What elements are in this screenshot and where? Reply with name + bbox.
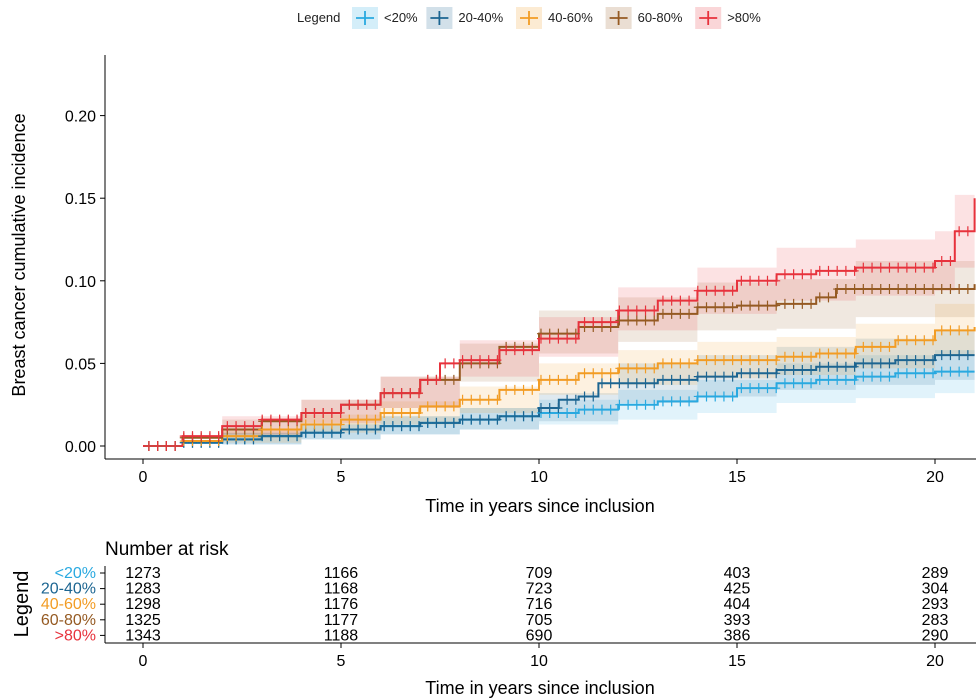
legend-plus-icon <box>699 11 718 25</box>
risk-cell: 1177 <box>324 612 359 629</box>
risk-cell: 404 <box>724 596 751 613</box>
risk-row: >80% 1343 1188 690 386 290 <box>55 627 949 644</box>
risk-row-label: 40-60% <box>41 596 96 613</box>
x-axis-title: Time in years since inclusion <box>425 496 654 516</box>
risk-row-label: <20% <box>55 565 96 582</box>
legend-label: 60-80% <box>638 10 683 25</box>
risk-row-label: 20-40% <box>41 581 96 598</box>
risk-row: <20% 1273 1166 709 403 289 <box>55 565 949 582</box>
legend-plus-icon <box>430 11 449 25</box>
risk-x-tick-label: 10 <box>530 653 548 670</box>
x-tick-label: 5 <box>337 469 346 486</box>
y-tick-label: 0.10 <box>65 274 96 291</box>
risk-cell: 293 <box>922 596 949 613</box>
y-tick-label: 0.00 <box>65 439 96 456</box>
legend-plus-icon <box>609 11 628 25</box>
risk-cell: 1188 <box>324 627 359 644</box>
legend-item: 60-80% <box>605 7 683 29</box>
risk-cell: 716 <box>526 596 553 613</box>
risk-cell: 1168 <box>324 581 359 598</box>
censor-mark <box>144 226 972 451</box>
risk-cell: 1343 <box>125 627 161 644</box>
x-tick-label: 15 <box>728 469 746 486</box>
legend-plus-icon <box>356 11 374 25</box>
risk-row-label: >80% <box>55 627 96 644</box>
risk-row: 40-60% 1298 1176 716 404 293 <box>41 596 949 613</box>
y-tick-label: 0.20 <box>65 109 96 126</box>
legend-item: 20-40% <box>426 7 504 29</box>
risk-table-rows: <20% 1273 1166 709 403 289 20-40% 1283 1168 723 42… <box>41 565 949 644</box>
legend-label: 20-40% <box>458 10 503 25</box>
risk-cell: 1166 <box>324 565 359 582</box>
confidence-band <box>143 254 975 446</box>
risk-cell: 403 <box>724 565 751 582</box>
legend-label: 40-60% <box>548 10 593 25</box>
risk-cell: 723 <box>526 581 553 598</box>
risk-cell: 709 <box>526 565 553 582</box>
legend-item: 40-60% <box>516 7 593 29</box>
risk-table: Number at risk <20% 1273 1166 709 403 28920-4… <box>11 539 976 698</box>
risk-row: 60-80% 1325 1177 705 393 283 <box>41 612 949 629</box>
legend-label: >80% <box>727 10 761 25</box>
x-tick-label: 0 <box>139 469 148 486</box>
risk-cell: 304 <box>922 581 949 598</box>
plot-area: 0.00 0.05 0.10 0.15 0.20 0 5 10 15 20 Time in ye… <box>9 55 976 516</box>
risk-cell: 393 <box>724 612 751 629</box>
risk-x-tick-label: 5 <box>337 653 346 670</box>
risk-x-tick-label: 0 <box>139 653 148 670</box>
risk-row: 20-40% 1283 1168 723 425 304 <box>41 581 949 598</box>
x-tick-label: 20 <box>926 469 944 486</box>
confidence-band <box>143 300 975 446</box>
legend: Legend <20% 20-40% 40-60% 60-80% >80% <box>297 7 761 29</box>
y-axis-title: Breast cancer cumulative incidence <box>9 113 29 396</box>
risk-cell: 705 <box>526 612 553 629</box>
x-axis-ticks: 0 5 10 15 20 <box>139 459 944 486</box>
risk-cell: 1325 <box>125 612 161 629</box>
risk-x-tick-label: 15 <box>728 653 746 670</box>
risk-row-label: 60-80% <box>41 612 96 629</box>
risk-cell: 283 <box>922 612 949 629</box>
y-tick-label: 0.05 <box>65 356 96 373</box>
y-tick-label: 0.15 <box>65 191 96 208</box>
censor-marks <box>144 226 972 451</box>
risk-y-axis-title: Legend <box>11 571 33 638</box>
risk-cell: 425 <box>724 581 751 598</box>
legend-label: <20% <box>384 10 418 25</box>
risk-cell: 690 <box>526 627 553 644</box>
legend-item: <20% <box>352 7 418 29</box>
risk-cell: 1298 <box>125 596 161 613</box>
risk-cell: 1176 <box>324 596 359 613</box>
series-line <box>143 354 975 447</box>
legend-title: Legend <box>297 10 340 25</box>
risk-x-axis-title: Time in years since inclusion <box>425 678 654 698</box>
risk-cell: 386 <box>724 627 751 644</box>
risk-cell: 1283 <box>125 581 161 598</box>
risk-cell: 1273 <box>125 565 161 582</box>
risk-table-title: Number at risk <box>105 539 229 560</box>
risk-x-tick-label: 20 <box>926 653 944 670</box>
x-tick-label: 10 <box>530 469 548 486</box>
y-axis-ticks: 0.00 0.05 0.10 0.15 0.20 <box>65 109 105 456</box>
confidence-band <box>143 148 975 446</box>
risk-cell: 289 <box>922 565 949 582</box>
legend-item: >80% <box>695 7 761 29</box>
risk-cell: 290 <box>922 627 949 644</box>
legend-plus-icon <box>520 11 538 25</box>
risk-x-axis-ticks: 0 5 10 15 20 <box>139 643 944 670</box>
